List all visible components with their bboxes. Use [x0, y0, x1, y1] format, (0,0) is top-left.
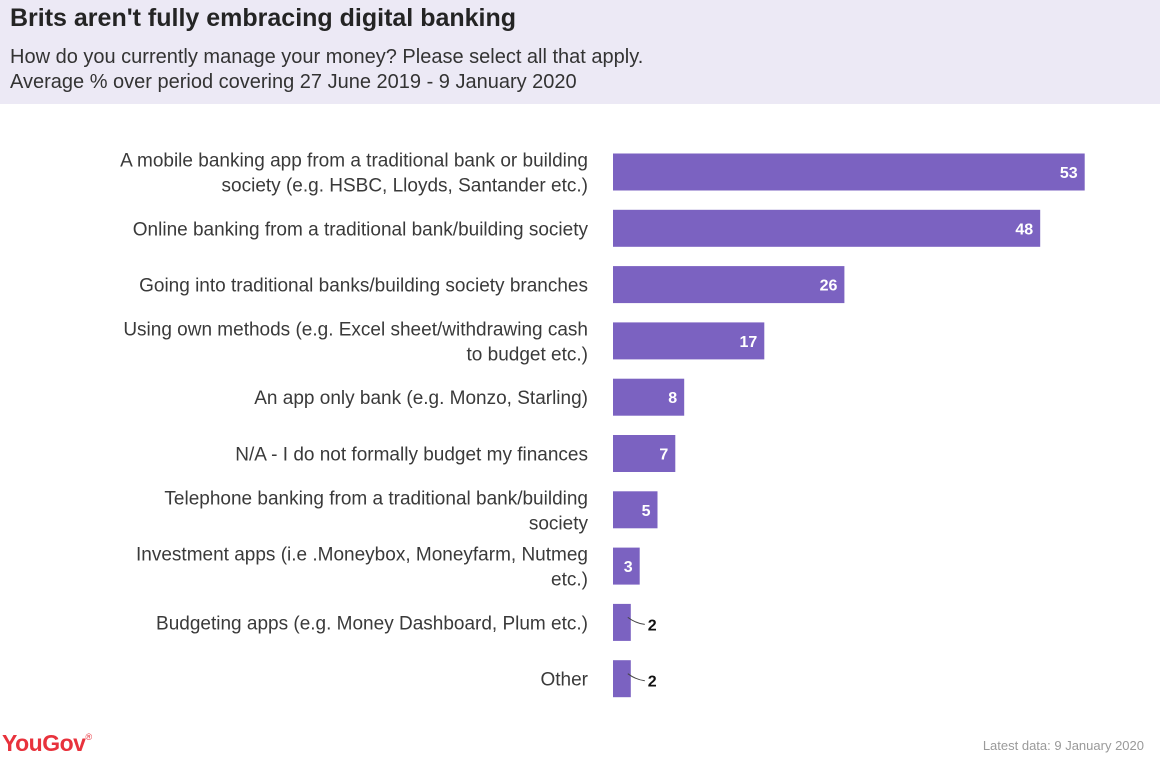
bar [613, 435, 676, 472]
yougov-logo: YouGov® [2, 730, 92, 757]
latest-data-note: Latest data: 9 January 2020 [982, 738, 1144, 753]
bar [613, 322, 765, 360]
data-label: 8 [668, 390, 677, 407]
data-label: 3 [624, 559, 633, 576]
brand-mark: ® [85, 732, 92, 742]
data-label: 7 [659, 447, 668, 464]
data-label: 2 [648, 617, 657, 634]
chart-subtitle-question: How do you currently manage your money? … [10, 46, 644, 68]
bar [613, 153, 1085, 191]
category-label: Telephone banking from a traditional ban… [164, 488, 588, 534]
bar [613, 378, 685, 416]
bar [613, 603, 631, 641]
category-label: Investment apps (i.e .Moneybox, Moneyfar… [136, 545, 588, 591]
category-label: An app only bank (e.g. Monzo, Starling) [254, 388, 588, 409]
category-label: N/A - I do not formally budget my financ… [235, 445, 588, 466]
data-label: 17 [740, 334, 758, 351]
bar-chart: A mobile banking app from a traditional … [120, 151, 1085, 698]
data-label-leader [627, 616, 645, 625]
bar [613, 660, 631, 698]
data-label: 5 [642, 503, 651, 520]
category-label: A mobile banking app from a traditional … [120, 151, 588, 197]
bar [613, 266, 845, 304]
category-label: Budgeting apps (e.g. Money Dashboard, Pl… [156, 613, 588, 634]
data-label: 48 [1015, 221, 1033, 238]
data-label-leader [627, 673, 645, 682]
chart-title: Brits aren't fully embracing digital ban… [10, 4, 517, 32]
bar [613, 491, 658, 529]
data-label: 2 [648, 674, 657, 691]
chart-subtitle-period: Average % over period covering 27 June 2… [10, 71, 577, 93]
category-label: Other [540, 670, 588, 691]
header-band: Brits aren't fully embracing digital ban… [0, 0, 1160, 104]
bar [613, 209, 1041, 247]
category-label: Using own methods (e.g. Excel sheet/with… [123, 319, 588, 365]
bar [613, 547, 640, 585]
category-label: Going into traditional banks/building so… [139, 276, 588, 297]
category-label: Online banking from a traditional bank/b… [133, 219, 589, 240]
data-label: 53 [1060, 165, 1078, 182]
data-label: 26 [820, 278, 838, 295]
brand-name: YouGov [2, 730, 86, 756]
